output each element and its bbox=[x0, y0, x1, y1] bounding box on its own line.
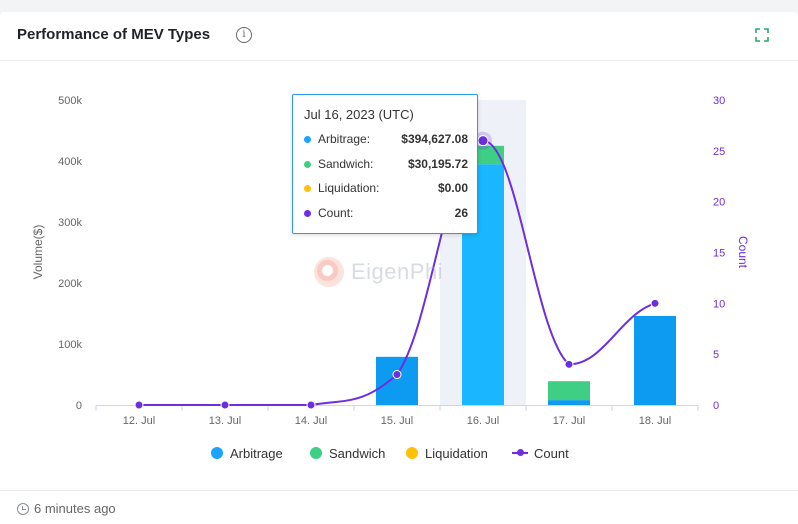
y2-tick-label: 0 bbox=[713, 400, 719, 412]
y-tick-label: 500k bbox=[58, 95, 82, 107]
liquidation-swatch-icon bbox=[406, 447, 418, 459]
y2-tick-label: 30 bbox=[713, 95, 725, 107]
legend-label: Count bbox=[534, 446, 569, 461]
y2-axis-title: Count bbox=[736, 236, 750, 269]
count-point bbox=[392, 370, 402, 379]
legend-label: Sandwich bbox=[329, 446, 386, 461]
tooltip-value: $394,627.08 bbox=[401, 132, 468, 146]
tooltip-row-liquidation: Liquidation: $0.00 bbox=[304, 180, 468, 196]
info-icon[interactable]: i bbox=[236, 27, 252, 43]
legend-label: Liquidation bbox=[425, 446, 488, 461]
sandwich-swatch-icon bbox=[310, 447, 322, 459]
count-point bbox=[564, 359, 574, 369]
chart-title: Performance of MEV Types bbox=[17, 26, 211, 43]
count-point bbox=[220, 400, 230, 410]
eigenphi-logo-icon bbox=[314, 257, 344, 287]
watermark-text: EigenPhi bbox=[351, 259, 444, 284]
y-tick-label: 200k bbox=[58, 278, 82, 290]
expand-icon[interactable] bbox=[755, 28, 769, 42]
eigenphi-watermark: EigenPhi bbox=[314, 257, 443, 287]
bar-arbitrage bbox=[376, 356, 418, 405]
tooltip-label: Sandwich: bbox=[318, 157, 374, 171]
y2-tick-label: 5 bbox=[713, 349, 719, 361]
tooltip-date: Jul 16, 2023 (UTC) bbox=[304, 107, 414, 122]
x-tick-label: 18. Jul bbox=[639, 415, 671, 427]
bar-arbitrage bbox=[634, 315, 676, 405]
arbitrage-swatch-icon bbox=[211, 447, 223, 459]
x-tick-label: 15. Jul bbox=[381, 415, 413, 427]
clock-icon bbox=[17, 503, 29, 515]
tooltip-value: $30,195.72 bbox=[407, 157, 468, 171]
legend-item-count[interactable]: Count bbox=[512, 445, 582, 463]
tooltip-row-sandwich: Sandwich: $30,195.72 bbox=[304, 156, 468, 172]
tooltip-value: 26 bbox=[454, 206, 468, 220]
tooltip-row-count: Count: 26 bbox=[304, 205, 468, 221]
tooltip-row-arbitrage: Arbitrage: $394,627.08 bbox=[304, 131, 468, 147]
x-tick-label: 13. Jul bbox=[209, 415, 241, 427]
x-tick-label: 12. Jul bbox=[123, 415, 155, 427]
chart-tooltip: Jul 16, 2023 (UTC) Arbitrage: $394,627.0… bbox=[292, 94, 478, 234]
count-point bbox=[134, 400, 144, 410]
card-header: Performance of MEV Types i bbox=[0, 12, 798, 61]
y-tick-label: 0 bbox=[76, 400, 82, 412]
y2-tick-label: 10 bbox=[713, 298, 725, 310]
last-updated: 6 minutes ago bbox=[34, 501, 116, 516]
sandwich-dot-icon bbox=[304, 161, 311, 168]
legend-label: Arbitrage bbox=[230, 446, 283, 461]
y-tick-label: 100k bbox=[58, 339, 82, 351]
count-point bbox=[306, 400, 316, 410]
bar-sandwich bbox=[548, 381, 590, 401]
tooltip-label: Arbitrage: bbox=[318, 132, 371, 146]
legend-item-liquidation[interactable]: Liquidation bbox=[406, 445, 496, 463]
x-tick-label: 16. Jul bbox=[467, 415, 499, 427]
tooltip-label: Count: bbox=[318, 206, 354, 220]
liquidation-dot-icon bbox=[304, 185, 311, 192]
tooltip-value: $0.00 bbox=[437, 181, 468, 195]
count-dot-icon bbox=[304, 210, 311, 217]
y2-tick-label: 15 bbox=[713, 248, 725, 260]
y-axis-title: Volume($) bbox=[31, 225, 45, 280]
y-tick-label: 300k bbox=[58, 217, 82, 229]
chart-legend: Arbitrage Sandwich Liquidation Count bbox=[0, 445, 798, 463]
bar-arbitrage bbox=[548, 400, 590, 405]
card-footer: 6 minutes ago bbox=[0, 490, 798, 524]
count-point bbox=[477, 135, 489, 147]
legend-item-sandwich[interactable]: Sandwich bbox=[310, 445, 390, 463]
tooltip-label: Liquidation: bbox=[318, 181, 380, 195]
y2-tick-label: 25 bbox=[713, 146, 725, 158]
arbitrage-dot-icon bbox=[304, 136, 311, 143]
count-dot-icon bbox=[517, 449, 524, 456]
y2-tick-label: 20 bbox=[713, 197, 725, 209]
x-tick-label: 17. Jul bbox=[553, 415, 585, 427]
x-tick-label: 14. Jul bbox=[295, 415, 327, 427]
legend-item-arbitrage[interactable]: Arbitrage bbox=[211, 445, 291, 463]
count-point bbox=[650, 298, 660, 308]
y-tick-label: 400k bbox=[58, 156, 82, 168]
